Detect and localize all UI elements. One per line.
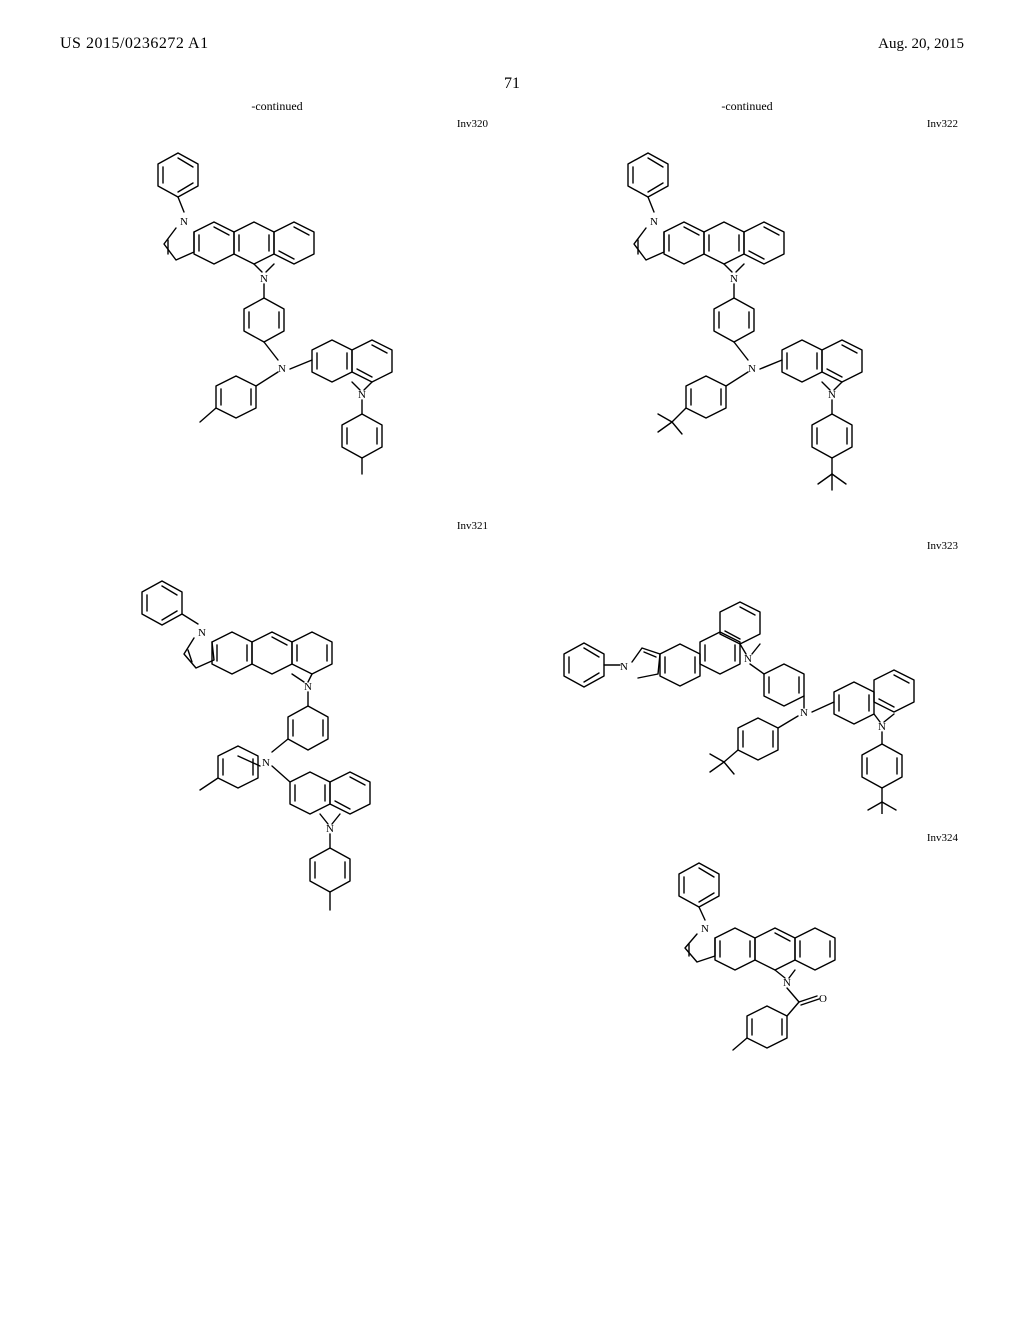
chemical-structure-inv322: N N N (542, 132, 952, 522)
page-header: US 2015/0236272 A1 Aug. 20, 2015 (60, 35, 964, 53)
svg-text:N: N (278, 363, 286, 375)
svg-text:N: N (358, 389, 366, 401)
chemical-structure-inv320: N N (72, 132, 482, 502)
svg-text:N: N (650, 216, 658, 228)
structure-label: Inv324 (530, 832, 964, 844)
continued-label-right: -continued (530, 99, 964, 114)
structure-block-inv324: Inv324 N N (530, 832, 964, 1066)
svg-text:N: N (828, 389, 836, 401)
patent-page: US 2015/0236272 A1 Aug. 20, 2015 71 -con… (0, 0, 1024, 1320)
svg-text:N: N (783, 977, 791, 989)
structure-label: Inv323 (530, 540, 964, 552)
svg-text:N: N (744, 653, 752, 665)
svg-text:N: N (748, 363, 756, 375)
svg-text:N: N (878, 721, 886, 733)
structure-block-inv322: Inv322 N N (530, 118, 964, 522)
continued-label-left: -continued (60, 99, 494, 114)
svg-text:N: N (800, 707, 808, 719)
content-columns: -continued Inv320 N (60, 99, 964, 1084)
svg-text:O: O (819, 993, 827, 1005)
publication-date: Aug. 20, 2015 (878, 36, 964, 53)
structure-block-inv323: Inv323 N (530, 540, 964, 814)
structure-label: Inv322 (530, 118, 964, 130)
left-column: -continued Inv320 N (60, 99, 494, 1084)
chemical-structure-inv324: N N O (567, 846, 927, 1066)
svg-text:N: N (701, 923, 709, 935)
svg-text:N: N (326, 823, 334, 835)
publication-number: US 2015/0236272 A1 (60, 35, 209, 53)
svg-text:N: N (262, 757, 270, 769)
chemical-structure-inv323: N N N (542, 554, 952, 814)
svg-text:N: N (180, 216, 188, 228)
page-number: 71 (60, 75, 964, 93)
structure-block-inv321: Inv321 N N (60, 520, 494, 964)
chemical-structure-inv321: N N N (72, 534, 482, 964)
right-column: -continued Inv322 N (530, 99, 964, 1084)
structure-label: Inv320 (60, 118, 494, 130)
structure-label: Inv321 (60, 520, 494, 532)
svg-text:N: N (730, 273, 738, 285)
svg-text:N: N (260, 273, 268, 285)
structure-block-inv320: Inv320 N (60, 118, 494, 502)
svg-text:N: N (620, 661, 628, 673)
svg-text:N: N (304, 681, 312, 693)
svg-text:N: N (198, 627, 206, 639)
